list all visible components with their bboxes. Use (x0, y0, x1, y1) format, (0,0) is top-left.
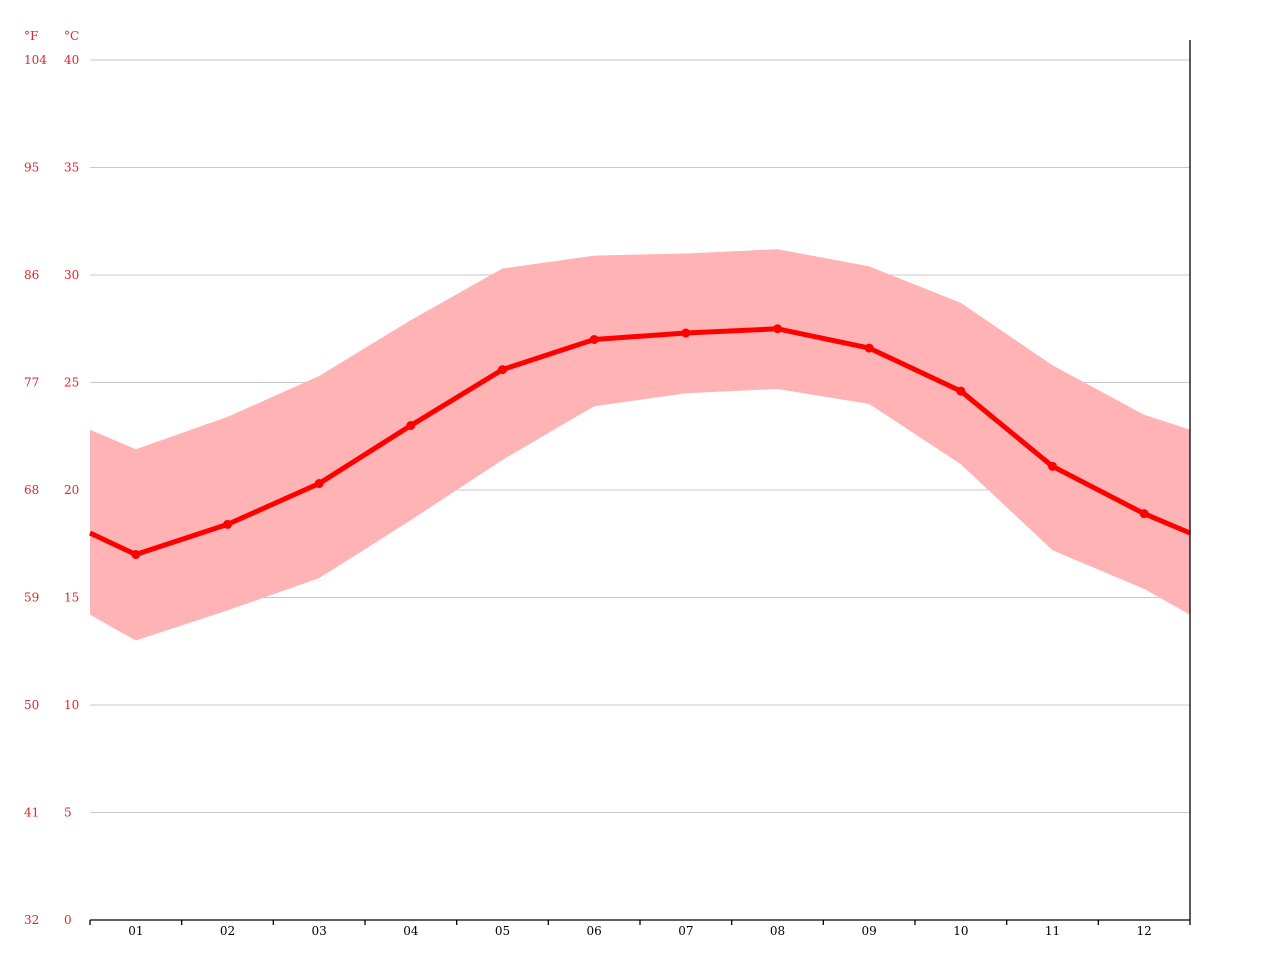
y-tick-label-fahrenheit: 32 (24, 913, 39, 927)
x-tick-label: 08 (770, 924, 785, 938)
y-tick-label-celsius: 30 (64, 268, 79, 282)
x-tick-label: 07 (678, 924, 693, 938)
data-point (1139, 509, 1149, 519)
x-tick-label: 10 (953, 924, 968, 938)
y-tick-label-fahrenheit: 77 (24, 376, 39, 390)
y-tick-label-celsius: 40 (64, 53, 79, 67)
data-point (864, 343, 874, 353)
unit-label-celsius: °C (64, 29, 79, 43)
y-tick-label-celsius: 25 (64, 376, 79, 390)
x-tick-label: 05 (495, 924, 510, 938)
data-point (498, 365, 507, 375)
y-tick-label-celsius: 5 (64, 806, 72, 820)
data-point (406, 421, 416, 430)
y-tick-label-fahrenheit: 104 (24, 53, 47, 67)
y-tick-label-fahrenheit: 95 (24, 161, 39, 175)
y-tick-label-fahrenheit: 86 (24, 268, 39, 282)
data-point (773, 324, 782, 334)
data-point (131, 550, 141, 559)
x-tick-label: 06 (587, 924, 602, 938)
mean-temperature-series (88, 324, 1191, 559)
unit-label-fahrenheit: °F (24, 29, 38, 43)
data-point (223, 519, 232, 529)
x-tick-label: 04 (403, 924, 419, 938)
data-point (1048, 461, 1057, 471)
y-tick-label-celsius: 15 (64, 591, 79, 605)
data-point (314, 479, 324, 489)
y-tick-label-fahrenheit: 50 (24, 698, 39, 712)
x-tick-label: 03 (312, 924, 327, 938)
y-tick-label-celsius: 20 (64, 483, 79, 497)
x-tick-label: 02 (220, 924, 235, 938)
mean-temperature-line (88, 326, 1191, 557)
y-tick-label-celsius: 10 (64, 698, 79, 712)
y-tick-label-fahrenheit: 68 (24, 483, 39, 497)
y-tick-label-fahrenheit: 59 (24, 591, 39, 605)
y-tick-label-celsius: 0 (64, 913, 72, 927)
y-tick-label-celsius: 35 (64, 161, 79, 175)
x-tick-label: 09 (862, 924, 877, 938)
data-point (956, 386, 966, 396)
data-point (681, 328, 691, 338)
y-tick-label-fahrenheit: 41 (24, 806, 39, 820)
range-band-area (90, 249, 1190, 641)
x-tick-label: 11 (1045, 924, 1060, 938)
x-axis: 01 02 03 04 05 06 07 08 09 10 11 12 (89, 40, 1191, 938)
data-point (589, 335, 599, 344)
x-tick-label: 12 (1137, 924, 1152, 938)
y-axis: °F °C 32 0 41 5 50 10 59 15 68 20 77 25 86 30 95 35 104 4… (24, 29, 79, 927)
temperature-range-band (90, 249, 1190, 641)
x-tick-label: 01 (128, 924, 143, 938)
